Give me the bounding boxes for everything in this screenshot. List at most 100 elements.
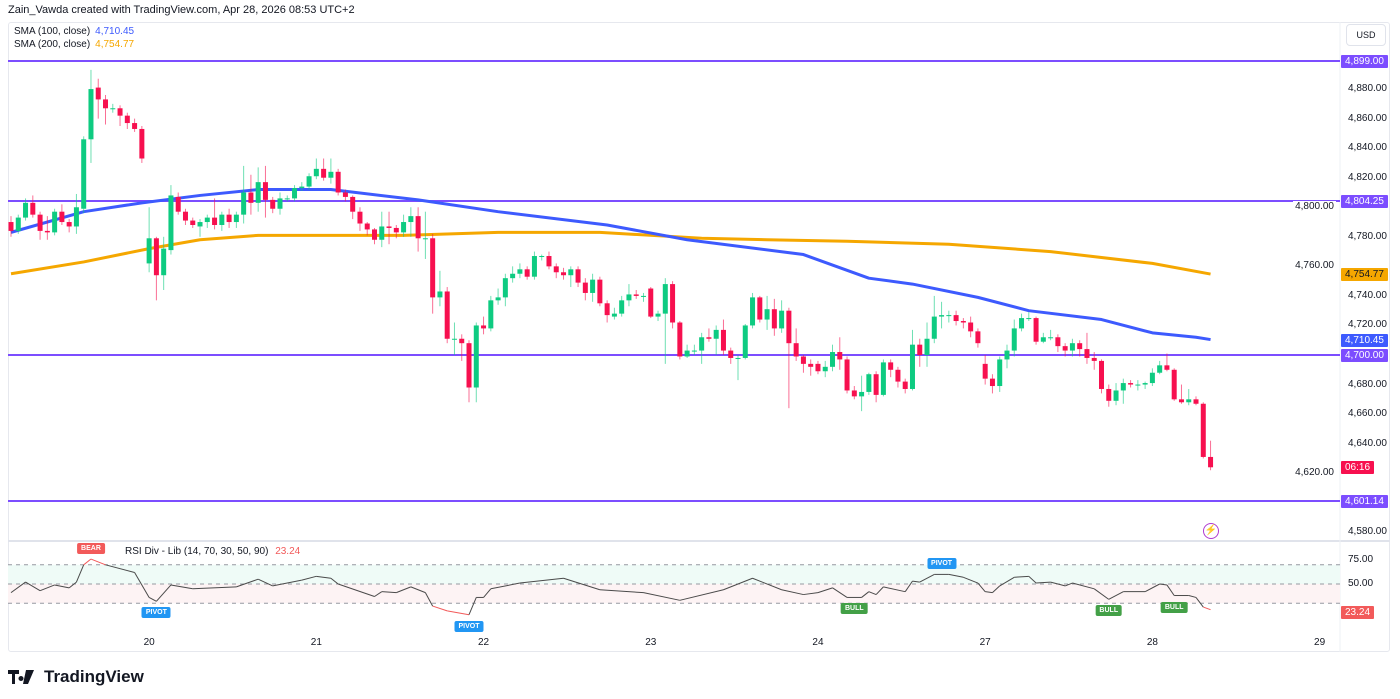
rsi-line-segment [10, 581, 26, 594]
candle-body [1142, 383, 1148, 385]
rsi-tick-label: 50.00 [1348, 578, 1374, 589]
rsi-line-segment [374, 591, 383, 597]
candle-body [335, 171, 341, 193]
legend-value: 4,710.45 [95, 26, 135, 37]
sma-price-tag: 4,754.77 [1341, 268, 1388, 282]
rsi-bull-marker[interactable]: BULL [1160, 601, 1188, 613]
lightning-icon[interactable]: ⚡ [1203, 523, 1219, 539]
candle-body [466, 343, 472, 388]
rsi-line-segment [1159, 583, 1167, 586]
candle-body [37, 214, 43, 231]
candle-body [982, 363, 988, 379]
rsi-line-segment [1108, 591, 1124, 600]
candle-body [837, 352, 843, 360]
candle-body [357, 211, 363, 224]
candle-body [1099, 360, 1104, 389]
price-tick-label: 4,640.00 [1348, 437, 1387, 449]
rsi-line-segment [883, 586, 906, 593]
rsi-line-segment [337, 583, 375, 597]
rsi-line-segment [316, 575, 331, 579]
rsi-line-segment [156, 584, 172, 602]
candle-body [233, 214, 239, 223]
candle-body [1033, 318, 1039, 342]
rsi-line-segment [868, 591, 877, 596]
rsi-line-segment [875, 586, 884, 595]
rsi-line-segment [192, 586, 237, 590]
rsi-pivot-marker[interactable]: PIVOT [141, 607, 171, 619]
candle-body [677, 322, 683, 357]
rsi-line-segment [752, 577, 782, 591]
candle-body [1091, 357, 1097, 361]
rsi-line-segment [1188, 595, 1197, 598]
candle-body [975, 331, 981, 344]
rsi-line-segment [83, 558, 92, 566]
candle-body [808, 363, 814, 367]
currency-button[interactable]: USD [1346, 24, 1386, 46]
rsi-line-segment [25, 581, 41, 592]
candle-body [451, 338, 457, 340]
candle-body [648, 288, 654, 317]
legend-sma200[interactable]: SMA (200, close) 4,754.77 [14, 39, 134, 50]
legend-sma100[interactable]: SMA (100, close) 4,710.45 [14, 26, 134, 37]
candle-body [539, 256, 545, 258]
candle-body [270, 199, 276, 209]
candle-body [379, 226, 385, 240]
candle-body [866, 374, 872, 392]
price-tick-label: 4,720.00 [1348, 319, 1387, 331]
candle-body [713, 329, 719, 339]
rsi-line-segment [948, 573, 964, 578]
candle-body [8, 222, 14, 231]
rsi-line-segment [1036, 581, 1051, 584]
candle-body [1120, 383, 1126, 391]
candle-body [241, 192, 247, 215]
candle-body [590, 279, 596, 293]
rsi-pivot-marker[interactable]: PIVOT [454, 620, 484, 632]
rsi-label: RSI Div - Lib (14, 70, 30, 50, 90) [125, 546, 269, 557]
tradingview-logo[interactable]: TradingView [8, 667, 144, 687]
candle-body [350, 196, 356, 212]
candle-body [299, 186, 305, 189]
candle-body [95, 87, 101, 100]
rsi-line-segment [68, 581, 77, 589]
price-tick-label: 4,740.00 [1348, 289, 1387, 301]
price-tick-label: 4,620.00 [1293, 467, 1336, 480]
time-axis-label: 21 [310, 637, 322, 648]
candle-body [277, 198, 283, 209]
candle-body [1149, 372, 1155, 384]
rsi-bear-marker[interactable]: BEAR [77, 543, 105, 555]
candle-body [1157, 365, 1163, 373]
time-axis-label: 29 [1314, 637, 1326, 648]
candle-body [880, 362, 886, 395]
rsi-line-segment [832, 587, 848, 598]
candle-body [124, 115, 130, 124]
rsi-line-segment [985, 591, 993, 594]
rsi-line-segment [447, 610, 470, 616]
rsi-line-segment [919, 573, 935, 583]
candle-body [800, 356, 806, 364]
candle-body [117, 108, 123, 116]
candle-body [1004, 350, 1010, 360]
chart-credit: Zain_Vawda created with TradingView.com,… [8, 4, 355, 16]
candle-body [364, 223, 370, 230]
price-tick-label: 4,880.00 [1348, 83, 1387, 95]
candle-body [670, 284, 676, 323]
candle-body [779, 310, 785, 329]
candle-body [1135, 384, 1141, 386]
rsi-line-segment [257, 578, 273, 587]
rsi-legend[interactable]: RSI Div - Lib (14, 70, 30, 50, 90) 23.24 [125, 546, 300, 557]
rsi-line-segment [781, 589, 804, 596]
candle-body [946, 315, 952, 317]
candle-body [640, 295, 646, 297]
rsi-line-segment [236, 578, 259, 588]
tradingview-logo-icon [8, 670, 34, 684]
rsi-bull-marker[interactable]: BULL [1095, 605, 1123, 617]
candle-body [597, 279, 603, 304]
legend-value: 4,754.77 [95, 39, 135, 50]
candle-body [23, 202, 29, 218]
rsi-line-segment [519, 577, 564, 584]
rsi-pivot-marker[interactable]: PIVOT [927, 558, 957, 570]
rsi-line-segment [75, 564, 85, 583]
rsi-bull-marker[interactable]: BULL [840, 603, 868, 615]
candle-body [153, 238, 159, 276]
